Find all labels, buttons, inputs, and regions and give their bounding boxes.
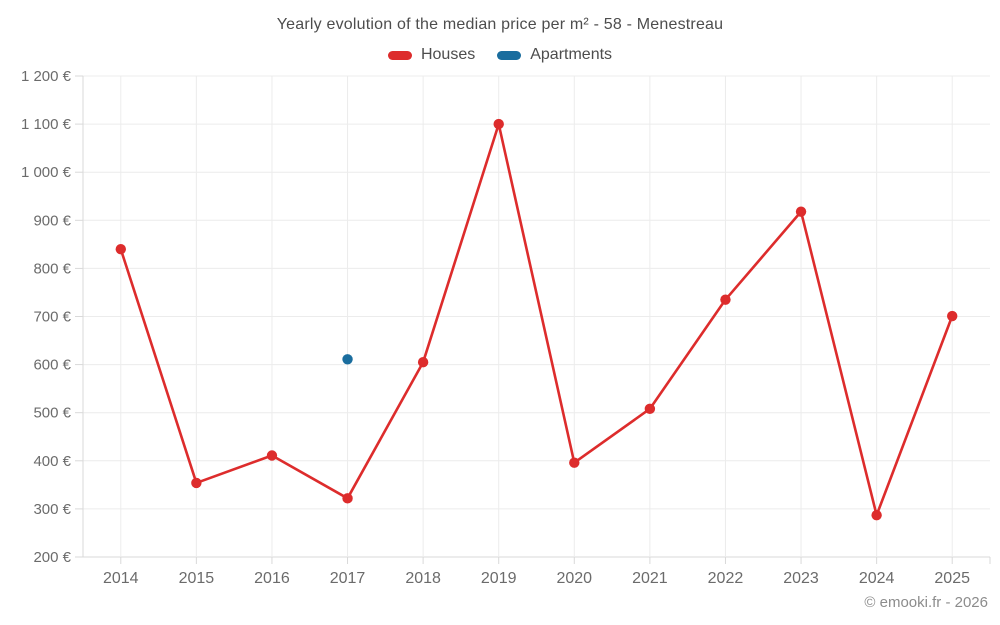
x-axis-label: 2015 xyxy=(179,570,215,587)
legend-label-houses: Houses xyxy=(420,46,476,63)
x-axis-label: 2021 xyxy=(632,570,668,587)
y-axis-label: 1 100 € xyxy=(21,116,72,133)
houses-series-swatch xyxy=(387,50,412,60)
x-axis-label: 2023 xyxy=(783,570,819,587)
y-axis-label: 900 € xyxy=(33,212,71,229)
houses-data-point[interactable] xyxy=(417,356,429,368)
y-axis-label: 400 € xyxy=(33,453,71,470)
x-axis-label: 2022 xyxy=(708,570,744,587)
x-axis-label: 2018 xyxy=(405,570,441,587)
x-axis-label: 2020 xyxy=(556,570,592,587)
y-axis-label: 600 € xyxy=(33,357,71,374)
x-axis-label: 2024 xyxy=(859,570,895,587)
houses-data-point[interactable] xyxy=(266,450,278,461)
houses-data-point[interactable] xyxy=(342,493,353,504)
legend-item-apartments[interactable]: Apartments xyxy=(497,46,612,64)
apartments-series-swatch xyxy=(497,50,522,60)
y-axis-label: 1 200 € xyxy=(21,68,72,85)
houses-data-point[interactable] xyxy=(795,206,807,217)
x-axis-label: 2019 xyxy=(481,570,517,587)
apartments-data-point[interactable] xyxy=(342,354,353,365)
houses-data-point[interactable] xyxy=(947,310,958,322)
houses-series-line xyxy=(119,122,954,517)
copyright-note: © emooki.fr - 2026 xyxy=(864,594,988,611)
y-axis-label: 1 000 € xyxy=(21,164,72,181)
houses-data-point[interactable] xyxy=(644,403,656,415)
chart-title: Yearly evolution of the median price per… xyxy=(276,16,724,33)
houses-data-point[interactable] xyxy=(493,118,504,130)
x-axis-label: 2014 xyxy=(103,570,139,587)
y-axis-label: 800 € xyxy=(33,260,71,277)
y-axis-label: 500 € xyxy=(33,405,71,422)
chart-legend: Houses Apartments xyxy=(0,46,1000,64)
houses-data-point[interactable] xyxy=(720,294,731,305)
legend-label-apartments: Apartments xyxy=(530,46,613,63)
houses-data-point[interactable] xyxy=(871,509,882,521)
x-axis-label: 2025 xyxy=(934,570,970,587)
houses-data-point[interactable] xyxy=(569,457,580,468)
y-axis-label: 700 € xyxy=(33,309,71,326)
houses-data-point[interactable] xyxy=(115,243,126,255)
x-axis-label: 2017 xyxy=(330,570,366,587)
y-axis-label: 300 € xyxy=(33,501,71,518)
houses-data-point[interactable] xyxy=(191,477,202,489)
legend-item-houses[interactable]: Houses xyxy=(387,46,476,64)
x-axis-label: 2016 xyxy=(254,570,290,587)
y-axis-label: 200 € xyxy=(33,549,71,566)
